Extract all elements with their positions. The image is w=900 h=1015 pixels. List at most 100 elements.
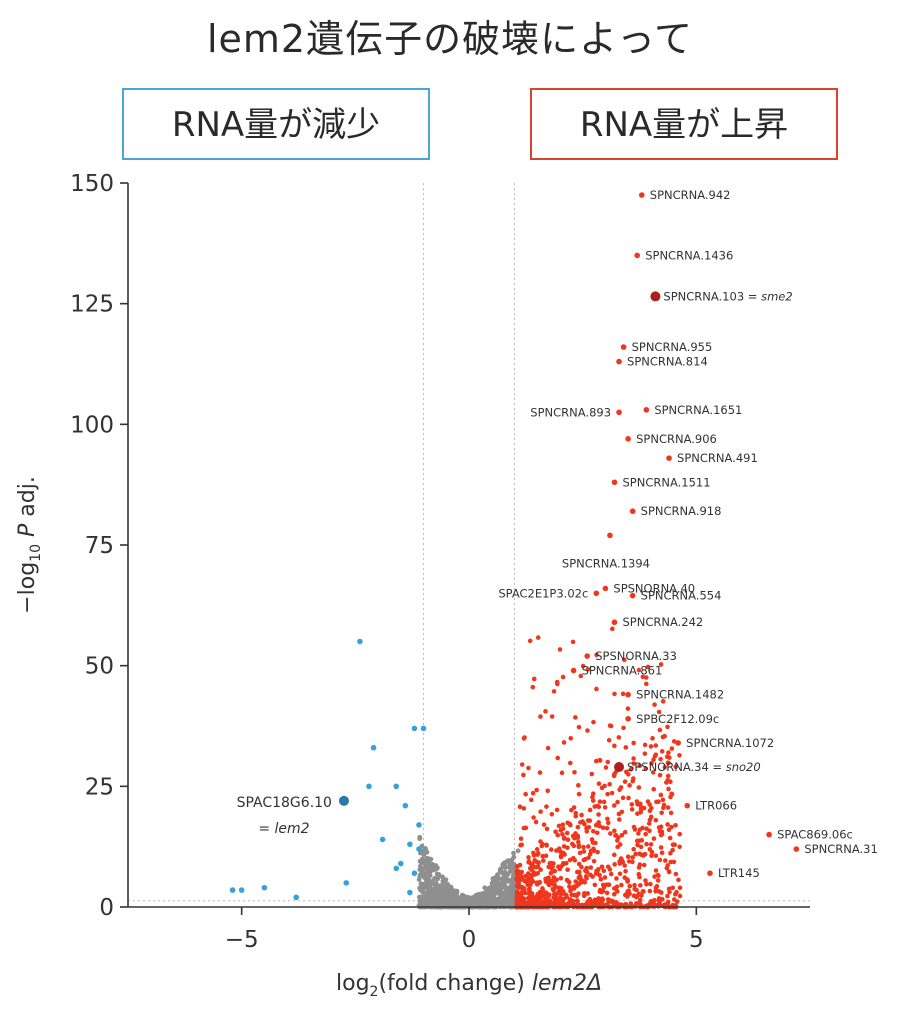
up-point [545,788,551,794]
up-point [522,735,527,740]
up-point [543,896,549,901]
labeled-point [629,508,636,515]
up-point [599,889,604,895]
labeled-point [607,532,613,539]
up-point [517,862,523,868]
down-point [238,887,245,893]
point-label: SPNCRNA.103 = sme2 [663,289,792,303]
up-point [657,857,663,863]
down-point [393,783,400,790]
up-point [625,894,630,899]
up-point [674,889,679,895]
up-point [540,858,546,863]
x-tick-label: −5 [225,927,259,953]
up-point [654,799,659,805]
up-point [584,876,589,881]
up-point [565,820,570,826]
point-label: SPNCRNA.554 [641,589,722,603]
ns-point [426,869,432,875]
up-point [642,742,648,748]
point-label: SPNCRNA.861 [582,663,663,677]
up-point [599,864,605,870]
up-point [652,897,657,903]
up-point [644,841,649,847]
x-tick-label: 5 [689,927,704,953]
up-point [625,889,630,895]
up-point [643,878,648,883]
point-label: SPNCRNA.31 [804,842,877,856]
up-point [668,810,674,816]
ns-point [431,888,437,894]
up-point [633,851,638,857]
up-point [530,684,536,690]
up-point [607,723,613,728]
ns-point [452,888,457,894]
up-point [652,702,657,707]
up-point [607,867,613,872]
ns-point [492,897,498,903]
up-point [556,885,562,891]
up-point [522,874,528,879]
up-point [638,883,643,888]
up-point [636,785,642,790]
down-point [411,725,418,732]
up-point [530,790,536,796]
up-point [653,868,659,873]
up-point [596,781,602,786]
up-point [621,725,626,731]
up-point [594,686,599,692]
up-point [568,760,573,766]
down-point [402,802,409,809]
up-point [576,843,582,848]
up-point [625,706,631,711]
up-point [589,771,595,777]
up-point [599,899,605,904]
up-point [647,817,653,823]
up-point [619,857,625,863]
up-point [607,782,612,787]
up-point [524,878,529,884]
up-point [519,884,525,890]
up-point [582,879,588,885]
up-point [657,899,662,905]
up-point [650,770,656,775]
up-point [630,778,636,784]
ns-point [497,868,503,874]
ns-point [503,900,509,906]
up-point [521,806,527,811]
up-point [523,825,529,831]
up-point [584,825,589,831]
up-point [625,854,631,859]
ns-point [443,895,448,901]
down-point [366,783,372,790]
up-point [611,772,617,777]
up-point [585,728,590,733]
up-point [573,813,579,819]
up-point [659,810,664,816]
labeled-point [616,358,622,365]
up-point [615,799,620,805]
labeled-point [625,436,631,442]
up-point [677,844,682,850]
up-point [540,893,545,899]
ns-point [419,856,425,862]
up-point [555,832,561,838]
up-point [665,893,670,899]
up-point [629,802,635,807]
point-label: SPNCRNA.242 [622,615,703,629]
down-point [357,638,363,645]
ns-point [440,878,446,884]
up-point [534,787,539,793]
up-point [646,821,652,826]
up-point [601,884,607,890]
up-point [611,891,617,897]
point-label: SPAC2E1P3.02c [498,586,588,600]
up-point [671,897,677,902]
up-point [557,899,562,904]
up-point [565,837,571,843]
ns-point [452,895,458,901]
up-point [664,780,669,785]
up-point [605,901,610,907]
y-tick-label: 75 [85,533,114,559]
ns-point [427,865,433,871]
